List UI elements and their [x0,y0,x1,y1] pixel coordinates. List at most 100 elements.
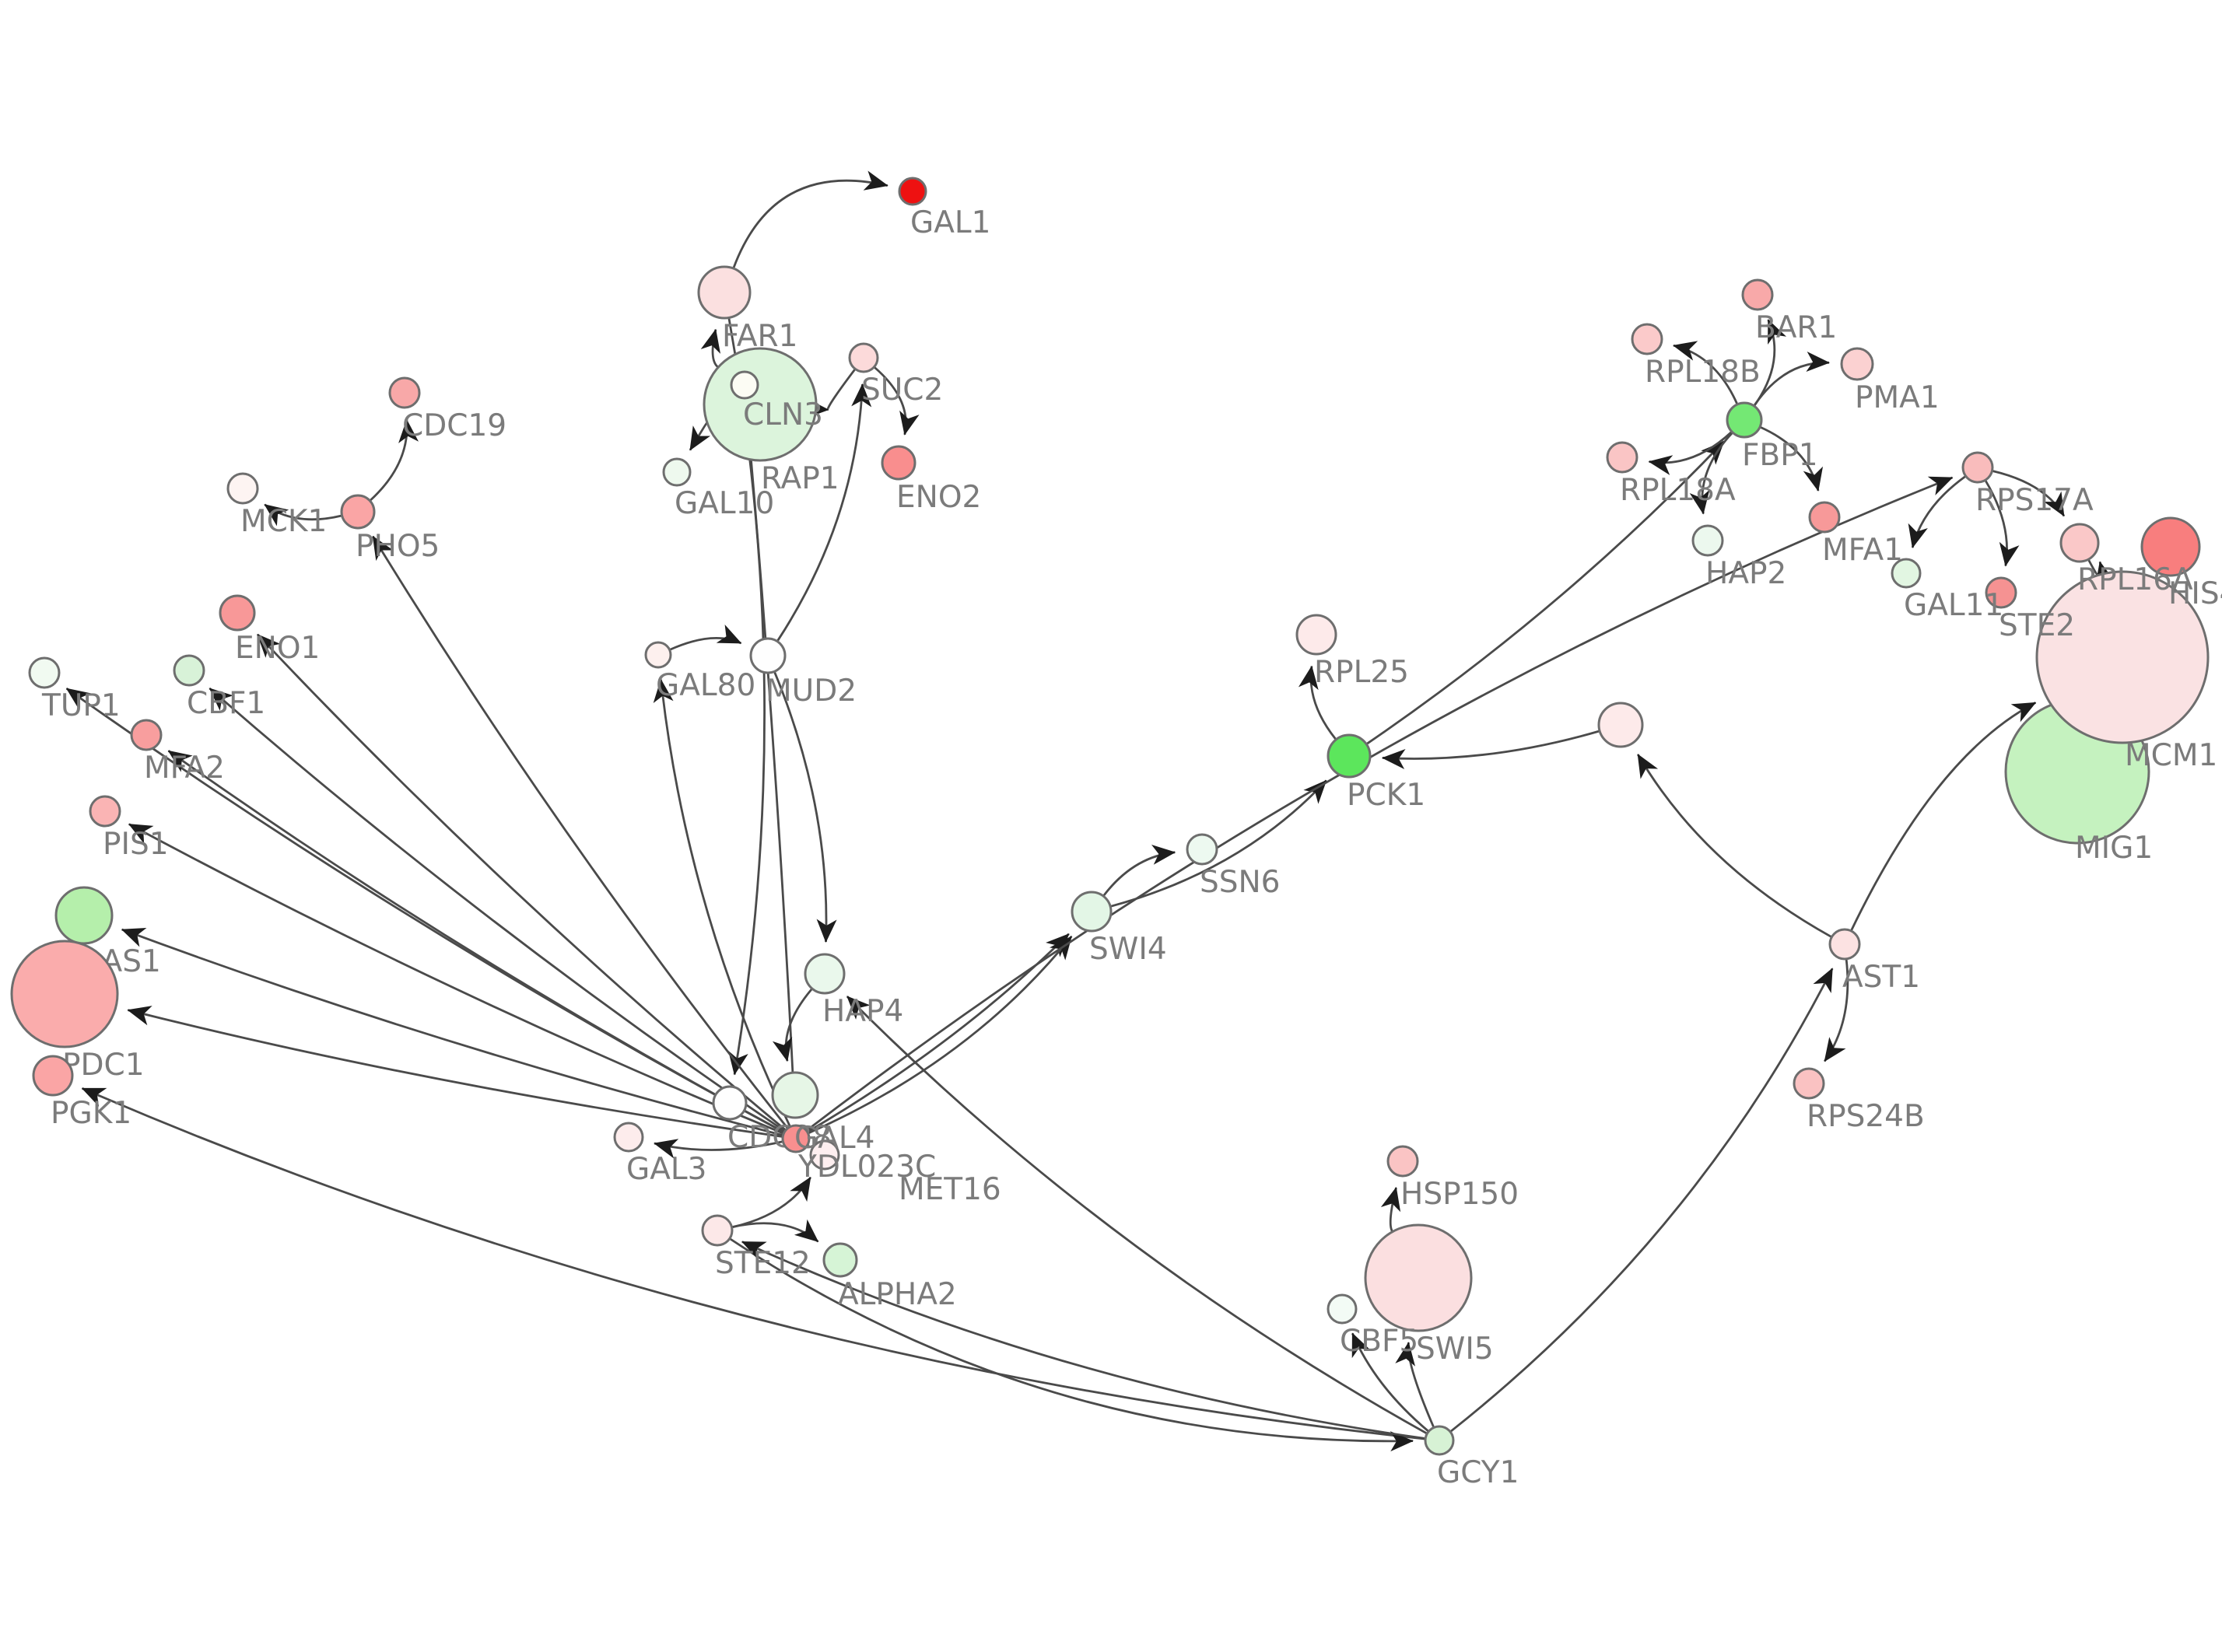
node-PCK1[interactable] [1327,733,1372,779]
node-GAL4[interactable] [781,1124,811,1153]
node-CBF5[interactable] [1327,1293,1358,1325]
edge-RPS17A-to-RPL16A[interactable] [1992,470,2066,517]
edge-GCY1-to-AST1[interactable] [1450,968,1834,1433]
edge-GAL4-to-MFA2[interactable] [167,750,784,1133]
edge-PCK1-to-FBP1[interactable] [1366,440,1725,745]
node-RPS24B[interactable] [1793,1067,1825,1100]
edge-HAP4-to-MET16[interactable] [772,988,813,1062]
node-CDC19[interactable] [388,376,421,409]
node-RPL18A[interactable] [1606,441,1638,474]
node-STE2[interactable] [1985,576,2017,609]
edge-GCY1-to-SWI5[interactable] [1395,1342,1435,1428]
edge-MUD2-to-SUC2[interactable] [776,383,872,642]
edge-SWI5-to-HSP150[interactable] [1380,1187,1401,1232]
edge-FBP1-to-RPL18A[interactable] [1648,431,1733,475]
edge-AST1-to-NODE1[interactable] [1636,754,1832,938]
node-GAL10[interactable] [662,457,692,487]
edge-STE12-to-GCY1[interactable] [729,1237,1414,1452]
node-GAL11[interactable] [1891,558,1922,589]
node-RAS1[interactable] [54,886,114,945]
edge-GAL4-to-CBF1[interactable] [209,687,785,1132]
edge-CLN3-to-GAL10[interactable] [689,422,711,451]
node-TUP1[interactable] [28,656,61,689]
node-SUC2[interactable] [848,342,879,373]
node-GCY1[interactable] [1424,1425,1455,1456]
edge-FAR1-to-GAL1[interactable] [732,170,888,268]
node-MFA2[interactable] [130,719,163,751]
node-MUD2[interactable] [749,637,787,674]
node-CBF1[interactable] [173,654,205,687]
node-AST1[interactable] [1828,928,1861,961]
edge-SUC2-to-CLN3[interactable] [804,369,856,418]
edge-CLN3-to-FAR1[interactable] [700,328,721,368]
node-NODE1[interactable] [1597,702,1644,748]
node-CLN3[interactable] [703,347,818,462]
node-SSN6[interactable] [1186,833,1218,866]
node-FBP1[interactable] [1726,401,1763,439]
node-MET16[interactable] [771,1071,819,1119]
node-GAL80[interactable] [644,641,672,669]
node-RPS17A[interactable] [1961,451,1994,484]
edge-GAL4-to-PHO5[interactable] [372,535,788,1129]
edge-GAL4-to-RPS17A[interactable] [806,476,1954,1132]
edge-NODE1-to-PCK1[interactable] [1381,730,1600,769]
node-ALPHA2[interactable] [822,1242,858,1278]
node-STE12[interactable] [701,1214,734,1247]
node-HIS4[interactable] [2140,516,2201,577]
edge-SWI4-to-SSN6[interactable] [1102,844,1176,897]
node-HSP150[interactable] [1386,1145,1419,1178]
node-MCK1[interactable] [226,472,259,505]
edge-FBP1-to-MFA1[interactable] [1760,426,1824,492]
edge-PCK1-to-RPL25[interactable] [1298,665,1337,740]
edge-GCY1-to-CBF5[interactable] [1351,1332,1429,1432]
node-RPL25[interactable] [1295,614,1337,656]
node-CDC28[interactable] [712,1085,748,1121]
node-MFA1[interactable] [1808,501,1841,534]
node-PHO5[interactable] [340,494,376,530]
edge-SWI4-to-PCK1[interactable] [1110,779,1327,908]
edge-RPS17A-to-GAL11[interactable] [1908,475,1966,548]
edge-STE12-to-ALPHA2[interactable] [732,1219,819,1243]
node-SWI5[interactable] [1364,1223,1473,1332]
node-PIS1[interactable] [89,795,121,828]
node-GAL3[interactable] [613,1122,644,1153]
node-PDC1[interactable] [10,940,119,1048]
edge-FBP1-to-PMA1[interactable] [1753,351,1830,406]
node-ENO1[interactable] [219,594,256,632]
node-RPL18B[interactable] [1631,323,1663,355]
edge-PHO5-to-CDC19[interactable] [370,418,419,502]
node-SWI4[interactable] [1071,891,1113,933]
edge-GAL4-to-ENO1[interactable] [256,633,787,1131]
node-PGK1[interactable] [32,1055,74,1097]
edge-FBP1-to-RPL18B[interactable] [1673,341,1738,404]
node-HAP2[interactable] [1691,524,1724,557]
edge-AST1-to-RPS24B[interactable] [1824,959,1849,1062]
node-RAP1[interactable] [730,370,759,400]
edge-RPS17A-to-STE2[interactable] [1984,480,2020,567]
edge-PHO5-to-MCK1[interactable] [264,503,342,527]
edge-GCY1-to-HAP4[interactable] [846,996,1428,1434]
edge-GAL4-to-PIS1[interactable] [128,823,783,1135]
edge-STE12-to-YDL023C[interactable] [732,1176,811,1228]
node-MCM1[interactable] [2035,570,2210,744]
edge-GCY1-to-PGK1[interactable] [81,1087,1425,1440]
node-PMA1[interactable] [1840,347,1874,381]
node-ENO2[interactable] [881,445,916,481]
edge-GAL4-to-RAS1[interactable] [121,928,783,1136]
node-HAP4[interactable] [804,953,846,995]
node-GAL1[interactable] [898,177,927,206]
edge-GAL4-to-GAL3[interactable] [654,1139,783,1159]
edge-GAL4-to-GAL80[interactable] [653,678,791,1127]
edge-FBP1-to-HAP2[interactable] [1689,432,1733,515]
node-RPL16A[interactable] [2059,523,2100,563]
edge-GCY1-to-STE12[interactable] [741,1241,1425,1440]
edge-RAP1-to-GAL4[interactable] [745,398,804,1114]
edge-SUC2-to-ENO2[interactable] [874,366,920,436]
node-BAR1[interactable] [1741,278,1774,311]
edge-MUD2-to-HAP4[interactable] [773,671,837,943]
edge-GAL4-to-SWI4[interactable] [808,936,1073,1134]
edge-GAL4-to-PDC1[interactable] [127,1006,783,1138]
node-FAR1[interactable] [697,265,752,320]
